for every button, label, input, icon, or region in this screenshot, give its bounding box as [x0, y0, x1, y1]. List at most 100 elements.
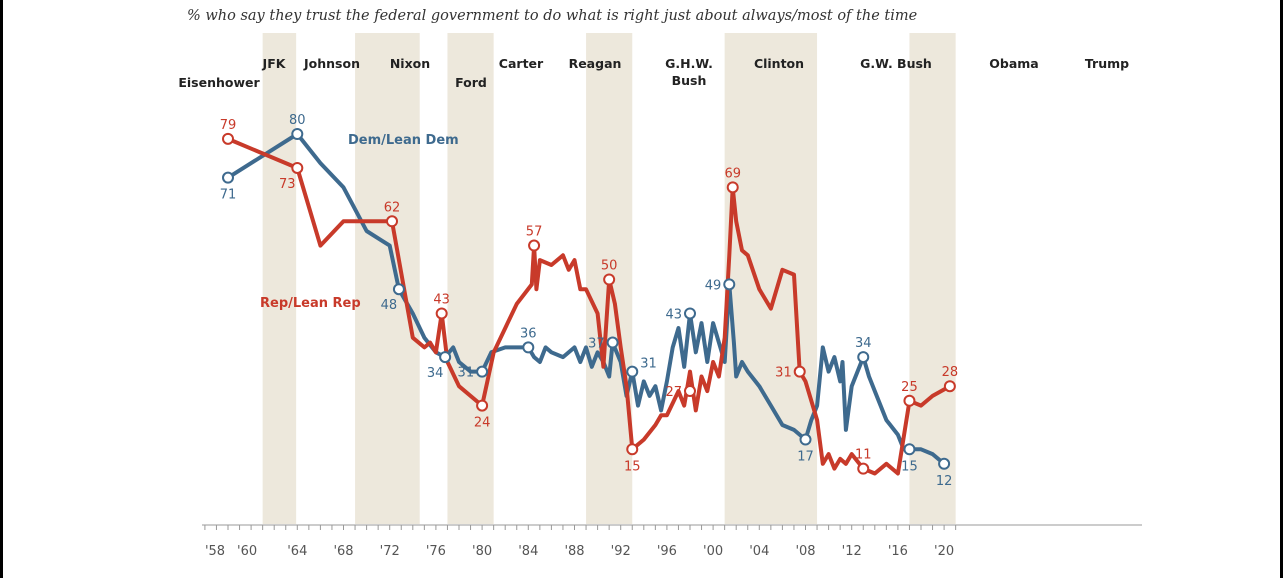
rep-data-label: 25: [901, 380, 918, 395]
president-label: Clinton: [754, 56, 804, 71]
rep-data-label: 15: [624, 459, 641, 474]
dem-marker: [938, 457, 951, 470]
dem-data-label: 37: [588, 337, 605, 352]
rep-data-label: 79: [220, 118, 237, 133]
dem-marker: [439, 351, 452, 364]
rep-marker: [684, 385, 696, 398]
rep-marker: [476, 399, 489, 412]
rep-data-label: 50: [601, 259, 618, 274]
rep-data-label: 27: [665, 385, 682, 400]
data-labels: 71 80 48 34 31 36 37 31 43 49 17 34 15 12 79 73 62 43 24 57…: [220, 113, 958, 489]
x-tick-label: '80: [472, 544, 492, 559]
dem-marker: [522, 341, 535, 354]
rep-marker: [291, 161, 304, 174]
series-names: Dem/Lean Dem Rep/Lean Rep: [260, 133, 459, 311]
rep-marker: [793, 365, 806, 378]
dem-marker: [799, 433, 812, 446]
x-tick-label: '16: [888, 544, 908, 559]
dem-data-label: 43: [665, 307, 682, 322]
rep-marker: [386, 215, 399, 228]
x-tick-label: '12: [842, 544, 862, 559]
chart-subtitle: % who say they trust the federal governm…: [187, 8, 918, 24]
dem-marker: [857, 351, 870, 364]
x-tick-label: '04: [749, 544, 769, 559]
x-tick-label: '08: [795, 544, 815, 559]
dem-data-label: 15: [901, 459, 918, 474]
rep-data-label: 69: [724, 166, 741, 181]
x-tick-label: '76: [426, 544, 446, 559]
president-band: [447, 33, 494, 524]
x-tick-label: '60: [237, 544, 257, 559]
president-label: Eisenhower: [178, 75, 260, 90]
dem-data-label: 34: [427, 366, 444, 381]
dem-marker: [392, 283, 405, 296]
dem-marker: [606, 336, 619, 349]
dem-data-label: 36: [520, 326, 537, 341]
president-label: Reagan: [569, 56, 622, 71]
dem-marker: [291, 128, 304, 140]
dem-data-label: 31: [640, 357, 657, 372]
dem-marker: [903, 443, 916, 456]
rep-marker: [857, 462, 870, 475]
president-band: [909, 33, 956, 524]
x-axis: '58 '60 '64 '68 '72 '76 '80 '84 '88 '92 '96 '00 '04 '…: [202, 524, 1142, 559]
rep-line: [226, 136, 952, 476]
dem-marker: [723, 278, 736, 291]
rep-data-label: 62: [384, 200, 401, 215]
rep-marker: [603, 273, 616, 286]
x-tick-label: '58: [205, 544, 225, 559]
rep-series-label: Rep/Lean Rep: [260, 296, 361, 311]
dem-data-label: 71: [220, 188, 237, 203]
rep-marker: [435, 307, 448, 320]
president-label: Trump: [1085, 56, 1129, 71]
rep-marker: [626, 443, 639, 456]
dem-data-label: 49: [705, 278, 722, 293]
rep-data-label: 11: [855, 448, 872, 463]
dem-marker: [626, 365, 639, 378]
dem-data-label: 48: [381, 298, 398, 313]
left-border: [0, 0, 3, 578]
president-label: G.W. Bush: [860, 56, 932, 71]
x-tick-label: '84: [518, 544, 538, 559]
rep-data-label: 31: [775, 366, 792, 381]
president-band: [262, 33, 297, 524]
rep-data-label: 28: [942, 365, 959, 380]
dem-data-label: 12: [936, 474, 953, 489]
rep-data-label: 43: [433, 292, 450, 307]
dem-line: [226, 132, 947, 466]
series-markers: [222, 128, 956, 475]
rep-marker: [528, 239, 541, 252]
president-label: JFK: [262, 56, 287, 71]
series-lines: [226, 132, 952, 476]
x-tick-label: '00: [703, 544, 723, 559]
x-tick-label: '68: [333, 544, 353, 559]
x-tick-label: '96: [657, 544, 677, 559]
x-tick-label: '72: [380, 544, 400, 559]
dem-marker: [222, 171, 234, 184]
rep-data-label: 57: [526, 225, 543, 240]
rep-marker: [943, 380, 956, 393]
rep-marker: [903, 394, 916, 407]
president-label: Carter: [499, 56, 544, 71]
dem-data-label: 34: [855, 336, 872, 351]
x-tick-label: '20: [934, 544, 954, 559]
dem-data-label: 31: [458, 366, 475, 381]
dem-marker: [476, 365, 489, 378]
dem-data-label: 17: [797, 450, 814, 465]
rep-data-label: 24: [474, 416, 491, 431]
rep-marker: [222, 132, 234, 145]
president-label: G.H.W. Bush: [665, 56, 713, 88]
president-band: [355, 33, 420, 524]
rep-marker: [726, 181, 739, 194]
president-label: Obama: [989, 56, 1038, 71]
president-bands: [262, 33, 956, 524]
dem-data-label: 80: [289, 113, 306, 128]
x-tick-label: '92: [611, 544, 631, 559]
x-tick-label: '88: [564, 544, 584, 559]
dem-marker: [684, 307, 696, 320]
rep-data-label: 73: [279, 177, 296, 192]
dem-series-label: Dem/Lean Dem: [348, 133, 459, 148]
president-label: Johnson: [303, 56, 360, 71]
